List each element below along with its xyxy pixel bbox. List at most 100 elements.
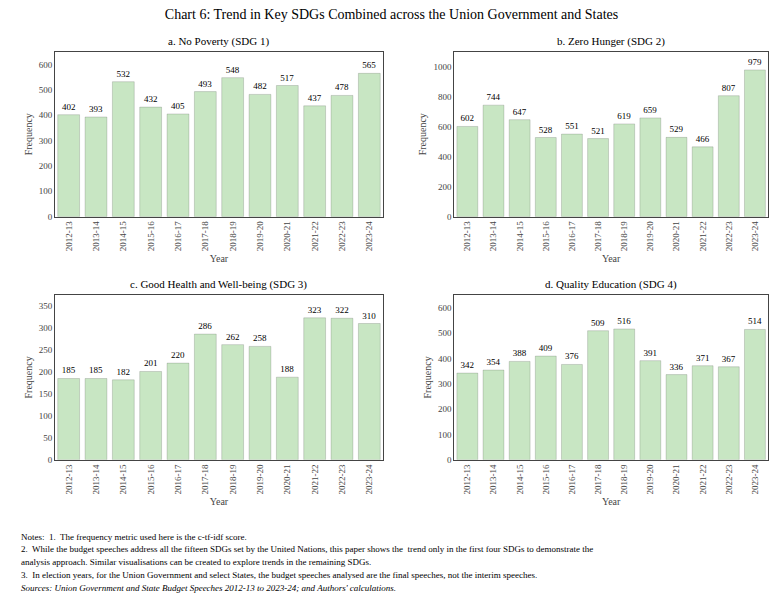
svg-text:100: 100 (438, 430, 452, 440)
svg-text:100: 100 (39, 186, 53, 196)
svg-text:2017-18: 2017-18 (200, 464, 210, 494)
svg-text:388: 388 (513, 348, 527, 358)
svg-text:2016-17: 2016-17 (567, 464, 577, 494)
svg-text:600: 600 (438, 122, 452, 132)
svg-text:2012-13: 2012-13 (462, 221, 472, 251)
svg-text:400: 400 (438, 152, 452, 162)
svg-text:600: 600 (438, 303, 452, 313)
svg-text:c. Good Health and Well-being: c. Good Health and Well-being (SDG 3) (130, 278, 307, 291)
svg-text:Frequency: Frequency (23, 356, 34, 398)
svg-text:100: 100 (39, 411, 53, 421)
svg-text:532: 532 (117, 69, 131, 79)
svg-text:807: 807 (722, 83, 736, 93)
svg-text:2013-14: 2013-14 (488, 221, 498, 251)
svg-text:0: 0 (48, 212, 53, 222)
svg-text:Year: Year (602, 496, 621, 507)
svg-text:376: 376 (565, 351, 579, 361)
svg-text:2022-23: 2022-23 (724, 464, 734, 494)
svg-text:2014-15: 2014-15 (515, 464, 525, 494)
svg-text:2016-17: 2016-17 (567, 221, 577, 251)
svg-text:2023-24: 2023-24 (750, 464, 760, 494)
svg-text:409: 409 (539, 343, 553, 353)
svg-text:400: 400 (39, 110, 53, 120)
svg-text:528: 528 (539, 125, 553, 135)
svg-text:551: 551 (565, 121, 579, 131)
svg-text:250: 250 (39, 345, 53, 355)
svg-text:529: 529 (670, 124, 684, 134)
svg-text:500: 500 (438, 328, 452, 338)
svg-text:0: 0 (48, 455, 53, 465)
svg-text:647: 647 (513, 107, 527, 117)
svg-text:2020-21: 2020-21 (671, 221, 681, 251)
svg-text:2023-24: 2023-24 (750, 221, 760, 251)
svg-text:2019-20: 2019-20 (645, 221, 655, 251)
svg-text:2020-21: 2020-21 (282, 464, 292, 494)
svg-text:201: 201 (144, 358, 158, 368)
svg-text:391: 391 (644, 348, 658, 358)
svg-text:286: 286 (198, 321, 212, 331)
svg-text:2023-24: 2023-24 (364, 221, 374, 251)
svg-text:Frequency: Frequency (23, 113, 34, 155)
svg-text:521: 521 (591, 126, 605, 136)
svg-text:200: 200 (39, 161, 53, 171)
svg-text:d. Quality Education (SDG 4): d. Quality Education (SDG 4) (545, 278, 677, 291)
svg-text:2021-22: 2021-22 (698, 464, 708, 494)
svg-text:493: 493 (198, 79, 212, 89)
svg-text:2022-23: 2022-23 (337, 464, 347, 494)
svg-text:2014-15: 2014-15 (118, 221, 128, 251)
svg-text:2012-13: 2012-13 (462, 464, 472, 494)
svg-text:602: 602 (461, 113, 475, 123)
svg-text:659: 659 (643, 105, 657, 115)
svg-text:2021-22: 2021-22 (310, 464, 320, 494)
svg-text:Frequency: Frequency (417, 113, 428, 155)
svg-text:437: 437 (308, 93, 322, 103)
svg-text:2013-14: 2013-14 (488, 464, 498, 494)
svg-text:2016-17: 2016-17 (173, 221, 183, 251)
svg-text:2020-21: 2020-21 (282, 221, 292, 251)
svg-text:220: 220 (171, 350, 185, 360)
svg-text:a. No Poverty (SDG 1): a. No Poverty (SDG 1) (168, 35, 269, 48)
svg-text:405: 405 (171, 101, 185, 111)
svg-text:2018-19: 2018-19 (228, 464, 238, 494)
svg-text:2. While the budget speeches: 2. While the budget speeches address all… (21, 544, 593, 554)
svg-text:Frequency: Frequency (422, 356, 433, 398)
svg-text:2013-14: 2013-14 (91, 221, 101, 251)
svg-text:482: 482 (253, 81, 266, 91)
svg-text:2016-17: 2016-17 (173, 464, 183, 494)
svg-text:2019-20: 2019-20 (255, 221, 265, 251)
svg-text:300: 300 (438, 379, 452, 389)
svg-text:500: 500 (39, 85, 53, 95)
svg-text:800: 800 (438, 92, 452, 102)
svg-text:2022-23: 2022-23 (337, 221, 347, 251)
svg-text:516: 516 (617, 316, 631, 326)
svg-text:300: 300 (39, 136, 53, 146)
svg-text:744: 744 (486, 92, 500, 102)
svg-text:analysis approach. Similar vis: analysis approach. Similar visualisation… (21, 557, 371, 567)
svg-text:2019-20: 2019-20 (255, 464, 265, 494)
svg-text:509: 509 (591, 318, 605, 328)
svg-text:150: 150 (39, 389, 53, 399)
svg-text:Chart 6: Trend in Key SDGs Com: Chart 6: Trend in Key SDGs Combined acro… (165, 7, 618, 22)
svg-text:350: 350 (39, 301, 53, 311)
svg-text:2015-16: 2015-16 (146, 464, 156, 494)
svg-text:400: 400 (438, 354, 452, 364)
svg-text:b. Zero Hunger (SDG 2): b. Zero Hunger (SDG 2) (557, 35, 665, 48)
svg-text:2012-13: 2012-13 (64, 221, 74, 251)
svg-text:2012-13: 2012-13 (64, 464, 74, 494)
svg-text:354: 354 (486, 357, 500, 367)
svg-text:2018-19: 2018-19 (228, 221, 238, 251)
svg-text:979: 979 (748, 57, 762, 67)
svg-text:619: 619 (617, 111, 631, 121)
svg-text:565: 565 (362, 60, 376, 70)
svg-text:310: 310 (362, 311, 376, 321)
svg-text:2018-19: 2018-19 (619, 464, 629, 494)
svg-text:2014-15: 2014-15 (118, 464, 128, 494)
svg-text:Notes: 1. The frequency metr: Notes: 1. The frequency metric used here… (21, 532, 247, 542)
svg-text:2021-22: 2021-22 (698, 221, 708, 251)
svg-text:2019-20: 2019-20 (645, 464, 655, 494)
svg-text:600: 600 (39, 60, 53, 70)
svg-text:300: 300 (39, 323, 53, 333)
svg-text:Year: Year (602, 253, 621, 264)
svg-text:200: 200 (438, 182, 452, 192)
svg-text:Year: Year (210, 496, 229, 507)
